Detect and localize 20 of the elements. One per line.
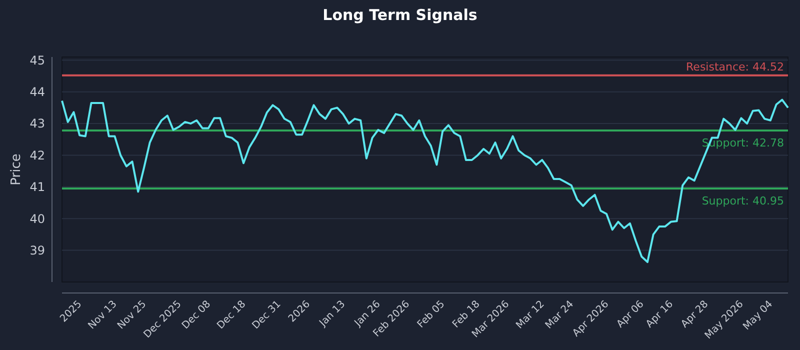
x-tick-label: Dec 31 (250, 298, 284, 332)
x-tick-label: Dec 18 (215, 298, 248, 332)
y-tick-label: 39 (30, 244, 45, 258)
y-tick-label: 43 (30, 116, 45, 131)
y-tick-label: 42 (30, 148, 45, 162)
ref-line-label: Resistance: 44.52 (686, 60, 784, 74)
x-tick-label: Apr 16 (644, 298, 676, 330)
x-tick-label: Apr 06 (614, 298, 646, 330)
y-tick-label: 41 (30, 180, 45, 194)
y-axis-title: Price (9, 154, 24, 186)
y-tick-label: 45 (30, 53, 45, 68)
y-tick-label: 40 (30, 212, 45, 226)
x-tick-label: Dec 08 (180, 298, 213, 332)
x-tick-label: Apr 28 (679, 298, 711, 330)
ref-line-label: Support: 40.95 (702, 194, 784, 208)
chart-title: Long Term Signals (322, 6, 478, 24)
x-tick-label: Feb 05 (416, 298, 448, 330)
y-tick-label: 44 (30, 85, 45, 100)
line-series (61, 98, 789, 264)
x-tick-label: Jan 13 (316, 298, 348, 330)
